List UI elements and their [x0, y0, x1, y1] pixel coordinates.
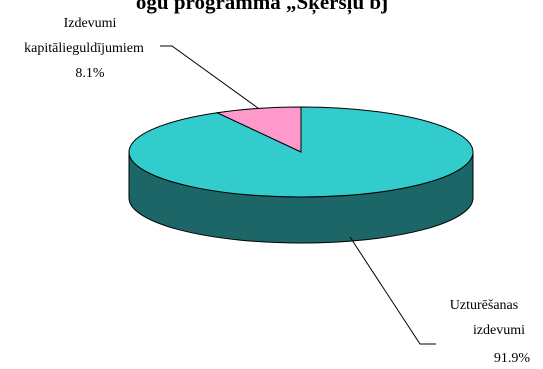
slice-label-capital-line1: Izdevumi	[64, 16, 117, 31]
pie-slice-capital	[215, 106, 302, 153]
slice-label-capital-line2: kapitālieguldījumiem	[24, 41, 144, 56]
slice-value-maintenance: 91.9%	[494, 351, 531, 366]
chart-title: ogu programma „Šķēršļu bj	[136, 0, 388, 15]
slice-label-maintenance-line2: izdevumi	[473, 323, 525, 338]
slice-label-maintenance-line1: Uzturēšanas	[450, 298, 518, 313]
leader-line-capital	[160, 45, 259, 109]
slice-value-capital: 8.1%	[75, 66, 105, 81]
leader-line-maintenance	[349, 236, 436, 345]
pie-body	[128, 106, 474, 244]
